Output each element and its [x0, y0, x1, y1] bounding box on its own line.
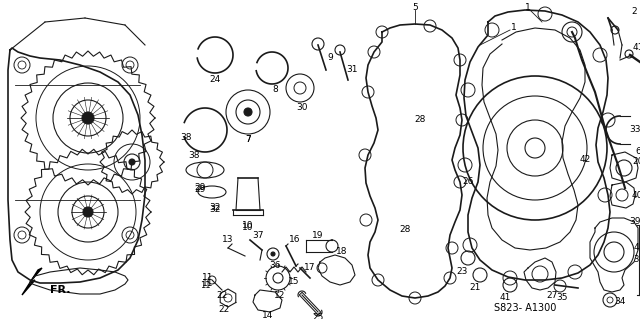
Text: 18: 18	[336, 248, 348, 256]
Text: 9: 9	[327, 54, 333, 63]
Text: 7: 7	[245, 136, 251, 145]
Text: 23: 23	[456, 268, 468, 277]
Text: 25: 25	[312, 314, 324, 319]
Circle shape	[83, 207, 93, 217]
Text: 42: 42	[579, 155, 591, 165]
Text: 26: 26	[462, 177, 474, 187]
Text: 16: 16	[289, 235, 301, 244]
Text: 32: 32	[209, 204, 221, 212]
Text: 15: 15	[288, 278, 300, 286]
Text: 37: 37	[252, 232, 264, 241]
Text: 20: 20	[632, 158, 640, 167]
Text: 27: 27	[547, 291, 557, 300]
Text: 14: 14	[262, 311, 274, 319]
Text: 41: 41	[632, 43, 640, 53]
Text: 22: 22	[216, 292, 228, 300]
Text: S823- A1300: S823- A1300	[494, 303, 556, 313]
Polygon shape	[22, 268, 42, 295]
Text: 32: 32	[209, 205, 221, 214]
Text: 11: 11	[200, 281, 211, 291]
Text: 2: 2	[631, 8, 637, 17]
Circle shape	[82, 112, 94, 124]
Text: 8: 8	[272, 85, 278, 94]
Text: 12: 12	[275, 291, 285, 300]
Text: 1: 1	[525, 3, 531, 11]
Text: 34: 34	[614, 298, 626, 307]
Text: 17: 17	[304, 263, 316, 272]
Text: 29: 29	[195, 183, 205, 192]
Text: 22: 22	[218, 306, 230, 315]
Text: 21: 21	[469, 284, 481, 293]
Text: 19: 19	[312, 231, 324, 240]
Text: 35: 35	[556, 293, 568, 302]
Circle shape	[271, 252, 275, 256]
Text: 1: 1	[511, 24, 517, 33]
Text: 39: 39	[629, 218, 640, 226]
Text: 30: 30	[296, 103, 308, 113]
Text: 28: 28	[399, 226, 411, 234]
Text: 6: 6	[635, 147, 640, 157]
Text: 36: 36	[269, 262, 281, 271]
Text: 38: 38	[180, 133, 192, 143]
Text: 3: 3	[634, 256, 639, 264]
Text: 29: 29	[195, 186, 205, 195]
Circle shape	[244, 108, 252, 116]
Text: 33: 33	[629, 125, 640, 135]
Text: 41: 41	[499, 293, 511, 302]
Text: FR.: FR.	[50, 285, 70, 295]
Text: 40: 40	[631, 190, 640, 199]
Text: 31: 31	[346, 65, 358, 75]
Text: 28: 28	[414, 115, 426, 124]
Text: 11: 11	[202, 278, 214, 287]
Text: 13: 13	[222, 235, 234, 244]
Text: 4: 4	[633, 243, 639, 253]
Text: 10: 10	[243, 224, 253, 233]
Text: 10: 10	[243, 220, 253, 229]
Text: 38: 38	[188, 151, 200, 160]
Text: 11: 11	[202, 273, 214, 283]
Text: 24: 24	[209, 76, 221, 85]
Circle shape	[129, 159, 135, 165]
Text: 7: 7	[245, 136, 251, 145]
Text: 5: 5	[412, 3, 418, 11]
